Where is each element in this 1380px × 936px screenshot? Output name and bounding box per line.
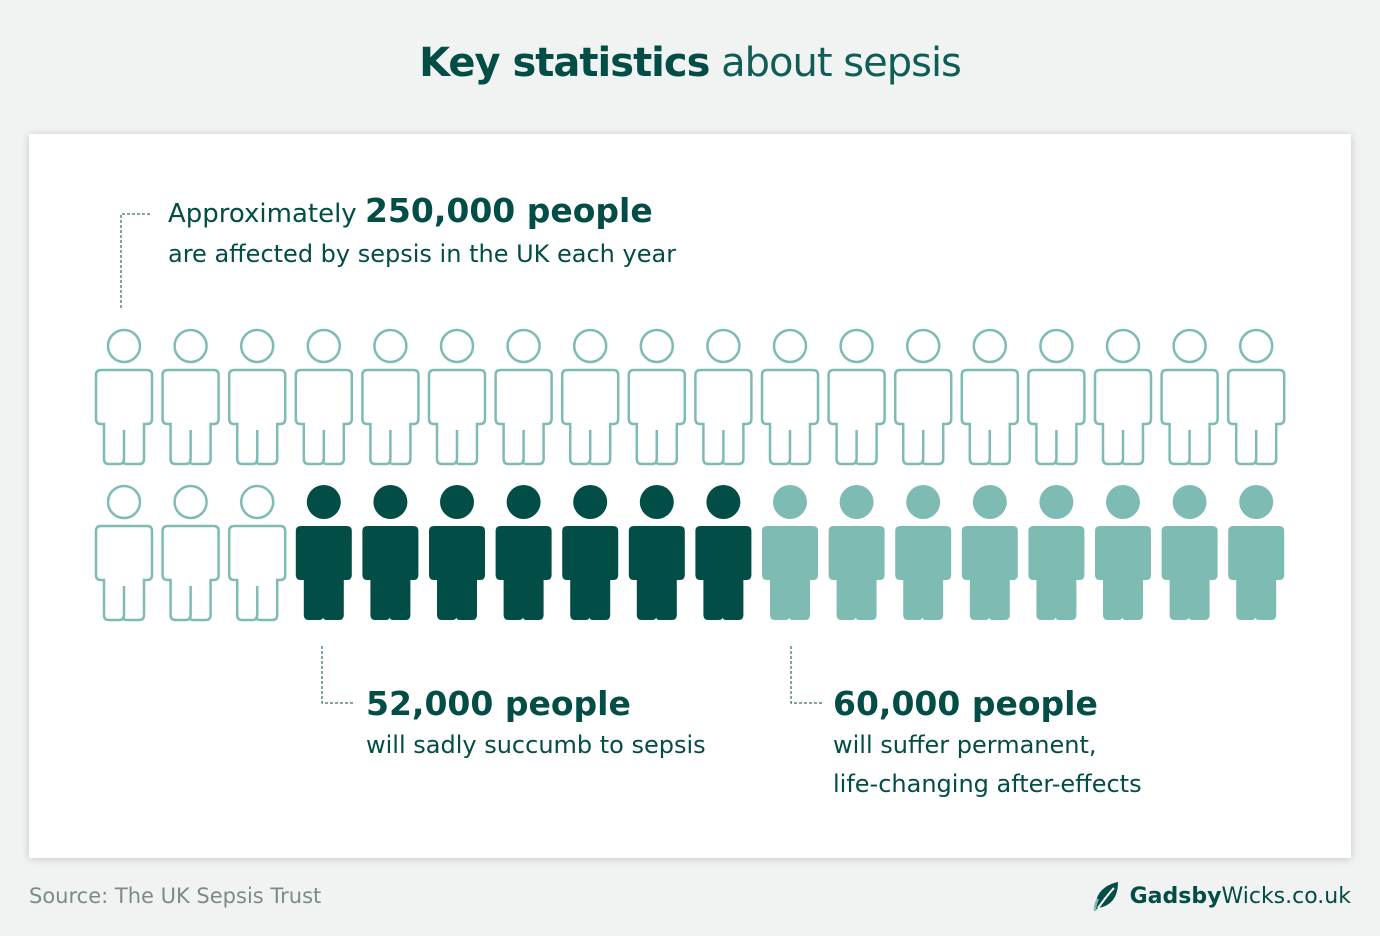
stat-after-effects-detail-1: will suffer permanent, bbox=[833, 731, 1097, 759]
person-icon-outline bbox=[227, 328, 287, 466]
person-icon-outline bbox=[960, 328, 1020, 466]
person-icon-outline bbox=[427, 328, 487, 466]
person-icon-outline bbox=[1027, 328, 1086, 466]
title-bold: Key statistics bbox=[419, 40, 710, 86]
person-icon-light bbox=[1028, 485, 1085, 620]
stat-deaths: 52,000 people will sadly succumb to seps… bbox=[366, 682, 706, 765]
brand-rest: Wicks.co.uk bbox=[1221, 883, 1351, 909]
person-icon-outline bbox=[893, 328, 953, 466]
stat-deaths-highlight: 52,000 people bbox=[366, 684, 631, 723]
person-icon-dark bbox=[429, 485, 485, 620]
person-icon-outline bbox=[94, 484, 154, 622]
person-icon-dark bbox=[562, 485, 619, 620]
person-icon-light bbox=[762, 485, 818, 620]
person-icon-outline bbox=[161, 484, 220, 622]
page-title: Key statistics about sepsis bbox=[0, 40, 1380, 86]
after-effects-connector bbox=[790, 646, 822, 704]
brand-logo[interactable]: GadsbyWicks.co.uk bbox=[1092, 880, 1351, 912]
person-icon-dark bbox=[695, 485, 752, 620]
stat-affected-prefix: Approximately bbox=[168, 199, 357, 229]
person-icon-dark bbox=[362, 485, 419, 620]
person-icon-light bbox=[961, 485, 1018, 620]
people-grid bbox=[94, 213, 1286, 704]
person-icon-dark bbox=[628, 485, 685, 620]
deaths-connector bbox=[321, 646, 353, 704]
person-icon-dark bbox=[495, 485, 552, 620]
brand-bold: Gadsby bbox=[1129, 883, 1222, 909]
person-icon-outline bbox=[827, 328, 886, 466]
person-icon-outline bbox=[161, 328, 220, 466]
person-icon-outline bbox=[361, 328, 420, 466]
person-icon-outline bbox=[227, 484, 287, 622]
person-icon-dark bbox=[295, 485, 352, 620]
infographic-card: Approximately 250,000 people are affecte… bbox=[29, 134, 1351, 858]
person-icon-light bbox=[895, 485, 952, 620]
title-light: about sepsis bbox=[721, 40, 962, 86]
person-icon-light bbox=[828, 485, 885, 620]
person-icon-light bbox=[1228, 485, 1285, 620]
person-icon-outline bbox=[560, 328, 620, 466]
leaf-icon bbox=[1093, 882, 1118, 912]
stat-affected-detail: are affected by sepsis in the UK each ye… bbox=[168, 240, 677, 268]
person-icon-outline bbox=[760, 328, 820, 466]
stat-after-effects: 60,000 people will suffer permanent, lif… bbox=[833, 682, 1142, 804]
stat-after-effects-detail-2: life-changing after-effects bbox=[833, 770, 1142, 798]
source-note: Source: The UK Sepsis Trust bbox=[29, 884, 322, 908]
stat-affected: Approximately 250,000 people are affecte… bbox=[168, 190, 676, 274]
person-icon-outline bbox=[627, 328, 687, 466]
person-icon-outline bbox=[94, 328, 154, 466]
stat-deaths-detail: will sadly succumb to sepsis bbox=[366, 731, 706, 759]
person-icon-outline bbox=[494, 328, 553, 466]
affected-connector bbox=[120, 213, 151, 308]
person-icon-outline bbox=[1093, 328, 1153, 466]
person-icon-light bbox=[1161, 485, 1218, 620]
stat-affected-highlight: 250,000 people bbox=[364, 191, 653, 230]
person-icon-outline bbox=[694, 328, 753, 466]
person-icon-outline bbox=[1226, 328, 1286, 466]
stat-after-effects-highlight: 60,000 people bbox=[833, 684, 1098, 723]
person-icon-outline bbox=[294, 328, 354, 466]
person-icon-outline bbox=[1160, 328, 1219, 466]
person-icon-light bbox=[1095, 485, 1151, 620]
